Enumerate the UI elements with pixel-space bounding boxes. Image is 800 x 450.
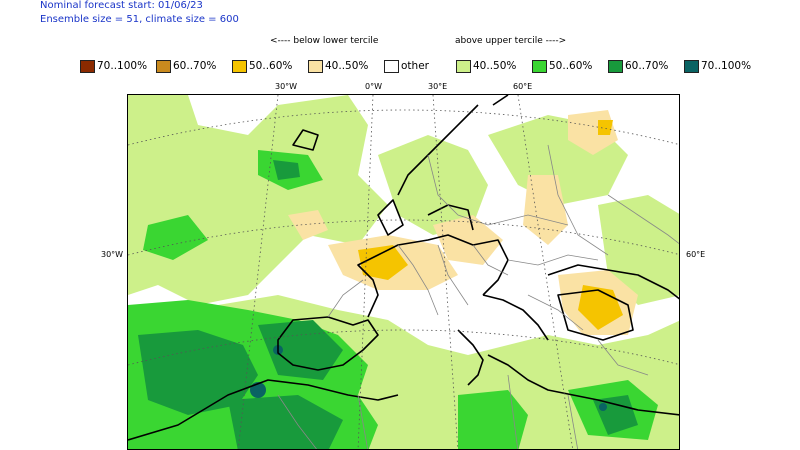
legend-label: 70..100% bbox=[97, 60, 148, 72]
legend-item: 70..100% bbox=[80, 58, 147, 74]
legend-swatch bbox=[456, 59, 471, 73]
legend-item: 60..70% bbox=[156, 58, 216, 74]
legend-item: 70..100% bbox=[684, 58, 751, 74]
lon-label-0: 0°W bbox=[365, 82, 382, 91]
legend-swatch bbox=[384, 59, 399, 73]
lat-label-right: 60°E bbox=[686, 250, 706, 259]
lon-label-30e: 30°E bbox=[428, 82, 448, 91]
legend-swatch bbox=[608, 59, 623, 73]
coastlines bbox=[128, 95, 679, 441]
legend-item: 60..70% bbox=[608, 58, 668, 74]
legend-label: 40..50% bbox=[325, 60, 369, 72]
legend-swatch bbox=[80, 59, 95, 73]
lat-label-left: 30°W bbox=[101, 250, 124, 259]
legend-label: other bbox=[401, 60, 429, 72]
above-tercile-label: above upper tercile ----> bbox=[455, 36, 567, 46]
legend-label: 50..60% bbox=[249, 60, 293, 72]
legend-swatch bbox=[532, 59, 547, 73]
legend-item: 50..60% bbox=[532, 58, 592, 74]
legend-swatch bbox=[156, 59, 171, 73]
ensemble-size-text: Ensemble size = 51, climate size = 600 bbox=[40, 14, 239, 25]
legend-label: 70..100% bbox=[701, 60, 752, 72]
probability-legend: 70..100% 60..70% 50..60% 40..50% other 4… bbox=[80, 58, 780, 74]
forecast-start-text: Nominal forecast start: 01/06/23 bbox=[40, 0, 203, 11]
legend-swatch bbox=[308, 59, 323, 73]
legend-item: 40..50% bbox=[456, 58, 516, 74]
lon-label-30w: 30°W bbox=[275, 82, 298, 91]
lon-label-60e: 60°E bbox=[513, 82, 533, 91]
graticule bbox=[128, 95, 679, 449]
legend-item: other bbox=[384, 58, 429, 74]
legend-swatch bbox=[232, 59, 247, 73]
country-borders bbox=[277, 144, 679, 449]
legend-label: 60..70% bbox=[625, 60, 669, 72]
legend-label: 60..70% bbox=[173, 60, 217, 72]
legend-label: 50..60% bbox=[549, 60, 593, 72]
below-tercile-label: <---- below lower tercile bbox=[270, 36, 379, 46]
legend-item: 40..50% bbox=[308, 58, 368, 74]
legend-swatch bbox=[684, 59, 699, 73]
forecast-map bbox=[127, 94, 680, 450]
legend-item: 50..60% bbox=[232, 58, 292, 74]
legend-label: 40..50% bbox=[473, 60, 517, 72]
map-canvas bbox=[128, 95, 679, 449]
